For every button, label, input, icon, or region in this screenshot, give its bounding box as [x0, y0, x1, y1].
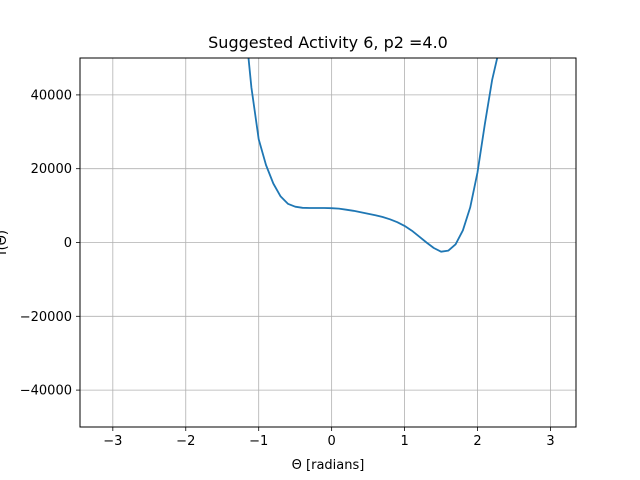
y-axis: −40000 −20000 0 20000 40000: [20, 88, 80, 399]
x-tick-label: 2: [473, 434, 481, 449]
x-tick-label: −1: [249, 434, 268, 449]
y-tick-label: 40000: [31, 88, 72, 103]
series-layer: [247, 58, 499, 253]
series-line: [247, 58, 499, 253]
x-tick-label: 3: [546, 434, 554, 449]
y-axis-label: f(Θ): [0, 230, 10, 255]
y-tick-label: 20000: [31, 162, 72, 177]
x-axis: −3 −2 −1 0 1 2 3: [103, 427, 555, 449]
x-tick-label: 1: [400, 434, 408, 449]
x-tick-label: 0: [328, 434, 336, 449]
chart-title: Suggested Activity 6, p2 =4.0: [208, 33, 448, 52]
x-tick-label: −3: [103, 434, 122, 449]
y-tick-label: 0: [64, 236, 72, 251]
x-axis-label: Θ [radians]: [292, 458, 365, 473]
y-tick-label: −20000: [20, 310, 72, 325]
x-tick-label: −2: [176, 434, 195, 449]
y-tick-label: −40000: [20, 384, 72, 399]
grid: [80, 58, 576, 427]
